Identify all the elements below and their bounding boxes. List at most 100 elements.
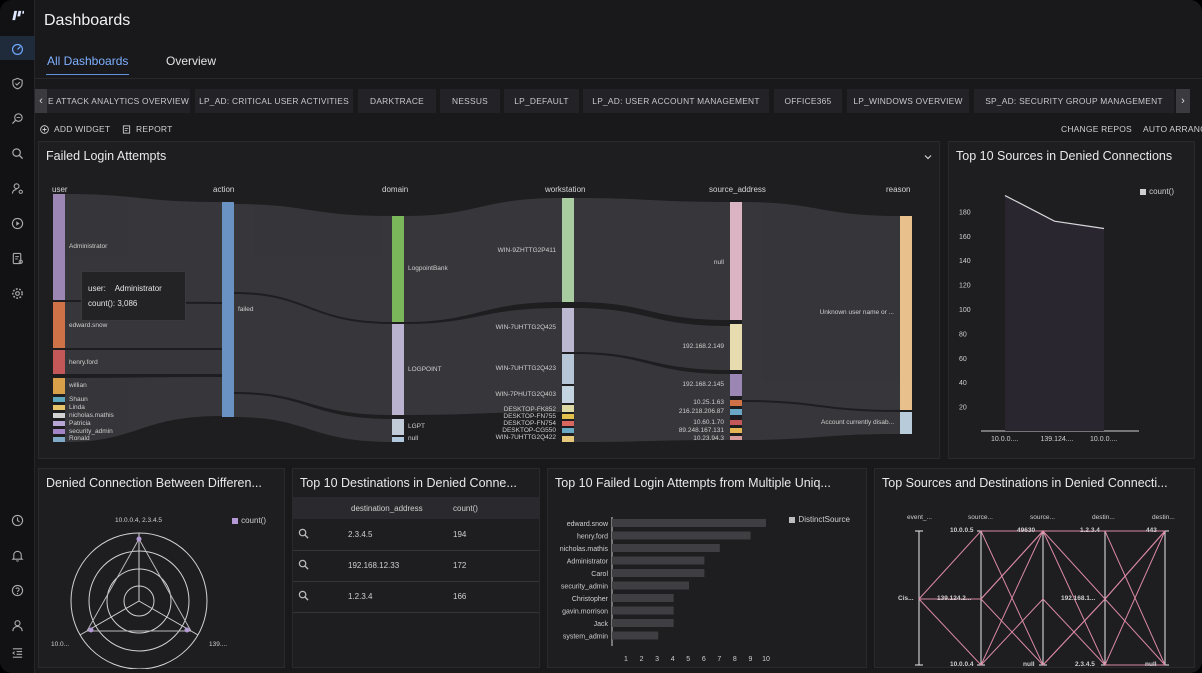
sankey-node[interactable] bbox=[53, 194, 65, 300]
bar bbox=[612, 606, 674, 615]
sankey-node[interactable] bbox=[53, 302, 65, 348]
sankey-node[interactable] bbox=[562, 405, 574, 412]
sankey-node[interactable] bbox=[562, 308, 574, 352]
y-tick-label: system_admin bbox=[563, 634, 608, 641]
sankey-node[interactable] bbox=[730, 409, 742, 415]
sankey-node[interactable] bbox=[730, 324, 742, 370]
sankey-node[interactable] bbox=[392, 216, 404, 322]
search-icon[interactable] bbox=[298, 590, 309, 601]
page-title: Dashboards bbox=[44, 12, 131, 29]
sankey-node[interactable] bbox=[900, 216, 912, 410]
tab-all-dashboards[interactable]: All Dashboards bbox=[45, 54, 130, 75]
shield-icon[interactable] bbox=[0, 71, 35, 95]
auto-arrange-button[interactable]: AUTO ARRANGE bbox=[1143, 124, 1202, 134]
y-tick-label: Administrator bbox=[567, 559, 609, 566]
investigate-icon[interactable] bbox=[0, 106, 35, 130]
chart-tooltip: user: Administrator count(): 3,086 bbox=[81, 271, 186, 321]
table-row[interactable]: 1.2.3.4 166 bbox=[293, 581, 539, 613]
sankey-node[interactable] bbox=[730, 400, 742, 406]
y-tick-label: Jack bbox=[594, 621, 609, 628]
tabs-scroll-right-button[interactable]: › bbox=[1176, 89, 1190, 113]
sankey-node[interactable] bbox=[562, 198, 574, 302]
dashboard-tab[interactable]: LP_WINDOWS OVERVIEW bbox=[847, 89, 969, 113]
bar bbox=[612, 556, 705, 565]
sankey-node-label: DESKTOP-CG550 bbox=[502, 427, 556, 434]
dashboard-tab[interactable]: E ATTACK ANALYTICS OVERVIEW bbox=[47, 89, 190, 113]
search-icon[interactable] bbox=[298, 559, 309, 570]
table-cell bbox=[293, 581, 333, 613]
sankey-node[interactable] bbox=[53, 413, 65, 418]
sankey-node-label: 192.168.2.145 bbox=[682, 381, 724, 388]
sankey-node[interactable] bbox=[53, 437, 65, 442]
x-tick-label: 10.0.0.... bbox=[991, 436, 1018, 443]
tabs-scroll-left-button[interactable]: ‹ bbox=[35, 89, 47, 113]
sankey-node[interactable] bbox=[562, 421, 574, 426]
sankey-node[interactable] bbox=[392, 419, 404, 435]
search-icon[interactable] bbox=[298, 528, 309, 539]
report-button[interactable]: REPORT bbox=[122, 124, 172, 134]
report-icon[interactable] bbox=[0, 246, 35, 270]
tooltip-key-value: Administrator bbox=[114, 284, 162, 293]
dashboard-tab[interactable]: LP_DEFAULT bbox=[504, 89, 579, 113]
sankey-node[interactable] bbox=[53, 429, 65, 434]
table-row[interactable]: 192.168.12.33 172 bbox=[293, 550, 539, 582]
add-widget-button[interactable]: ADD WIDGET bbox=[40, 124, 110, 134]
y-tick-label: 60 bbox=[959, 356, 967, 363]
sankey-node[interactable] bbox=[392, 437, 404, 442]
dashboard-tab[interactable]: DARKTRACE bbox=[358, 89, 436, 113]
dashboard-tab[interactable]: LP_AD: USER ACCOUNT MANAGEMENT bbox=[583, 89, 769, 113]
clock-icon[interactable] bbox=[0, 508, 35, 532]
logo-icon[interactable] bbox=[0, 3, 35, 27]
column-header-count: count() bbox=[453, 503, 478, 513]
menu-collapse-icon[interactable] bbox=[0, 640, 35, 664]
search-icon[interactable] bbox=[0, 141, 35, 165]
sankey-node-label: LOGPOINT bbox=[408, 366, 442, 373]
sankey-node[interactable] bbox=[730, 436, 742, 440]
sankey-node[interactable] bbox=[730, 202, 742, 320]
bell-icon[interactable] bbox=[0, 543, 35, 567]
tab-overview[interactable]: Overview bbox=[166, 54, 217, 68]
sankey-node[interactable] bbox=[562, 428, 574, 433]
sankey-node[interactable] bbox=[562, 354, 574, 384]
table-row[interactable]: 2.3.4.5 194 bbox=[293, 519, 539, 551]
sankey-node[interactable] bbox=[53, 350, 65, 374]
settings-icon[interactable] bbox=[0, 281, 35, 305]
sankey-node[interactable] bbox=[53, 397, 65, 402]
sankey-node[interactable] bbox=[730, 420, 742, 425]
user-icon[interactable] bbox=[0, 613, 35, 637]
sankey-node[interactable] bbox=[53, 405, 65, 410]
parallel-value-label: 1.2.3.4 bbox=[1080, 527, 1100, 534]
sankey-node[interactable] bbox=[730, 428, 742, 433]
sankey-node-label: failed bbox=[238, 306, 254, 313]
chevron-down-icon[interactable] bbox=[923, 152, 933, 162]
dashboard-gauge-icon[interactable] bbox=[0, 36, 35, 60]
sankey-node[interactable] bbox=[222, 202, 234, 417]
sankey-node-label: Administrator bbox=[69, 243, 108, 250]
sankey-node[interactable] bbox=[562, 436, 574, 442]
help-icon[interactable] bbox=[0, 578, 35, 602]
sankey-node[interactable] bbox=[562, 386, 574, 403]
user-gear-icon[interactable] bbox=[0, 176, 35, 200]
sankey-node[interactable] bbox=[53, 378, 65, 394]
y-tick-label: 40 bbox=[959, 380, 967, 387]
dashboard-tab[interactable]: LP_AD: CRITICAL USER ACTIVITIES bbox=[195, 89, 353, 113]
y-tick-label: 100 bbox=[959, 307, 971, 314]
play-circle-icon[interactable] bbox=[0, 211, 35, 235]
y-tick-label: 80 bbox=[959, 331, 967, 338]
x-tick-label: 2 bbox=[640, 656, 644, 663]
sankey-node[interactable] bbox=[53, 421, 65, 426]
sankey-node[interactable] bbox=[392, 324, 404, 415]
dashboard-tab[interactable]: SP_AD: SECURITY GROUP MANAGEMENT bbox=[974, 89, 1174, 113]
sankey-node[interactable] bbox=[730, 374, 742, 396]
change-repos-button[interactable]: CHANGE REPOS bbox=[1061, 124, 1132, 134]
dashboard-tab[interactable]: OFFICE365 bbox=[774, 89, 842, 113]
sankey-node[interactable] bbox=[562, 414, 574, 419]
sankey-node-label: LogpointBank bbox=[408, 265, 448, 272]
sankey-node[interactable] bbox=[900, 412, 912, 434]
dashboard-tab[interactable]: NESSUS bbox=[440, 89, 500, 113]
y-tick-label: gavin.morrison bbox=[562, 609, 608, 616]
top-destinations-widget: Top 10 Destinations in Denied Conne... d… bbox=[292, 468, 540, 668]
sankey-node-label: DESKTOP-FK852 bbox=[503, 406, 556, 413]
table-cell: 1.2.3.4 bbox=[333, 581, 453, 613]
